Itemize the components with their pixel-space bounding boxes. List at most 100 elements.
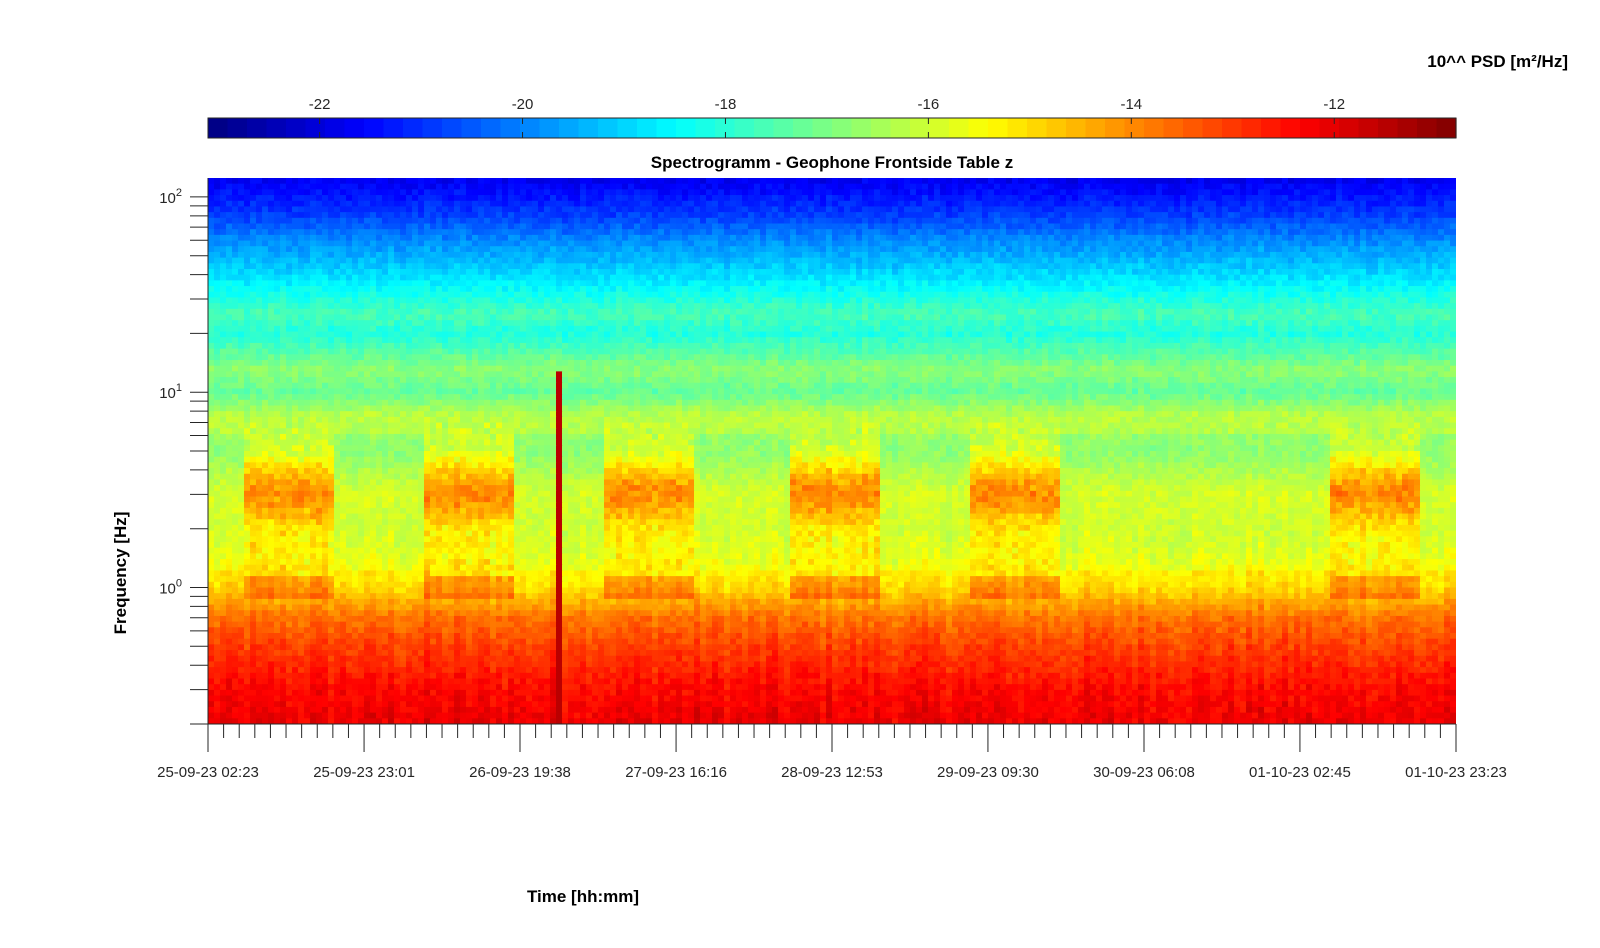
heatmap-cell bbox=[922, 297, 929, 303]
heatmap-cell bbox=[382, 292, 389, 298]
heatmap-cell bbox=[1168, 297, 1175, 303]
heatmap-cell bbox=[652, 195, 659, 201]
heatmap-cell bbox=[976, 263, 983, 269]
heatmap-cell bbox=[1084, 258, 1091, 264]
heatmap-cell bbox=[664, 297, 671, 303]
heatmap-cell bbox=[1072, 195, 1079, 201]
heatmap-cell bbox=[946, 189, 953, 195]
heatmap-cell bbox=[760, 218, 767, 224]
heatmap-cell bbox=[1246, 184, 1253, 190]
heatmap-cell bbox=[1012, 201, 1019, 207]
heatmap-cell bbox=[922, 229, 929, 235]
heatmap-cell bbox=[328, 292, 335, 298]
heatmap-cell bbox=[808, 275, 815, 281]
heatmap-cell bbox=[1228, 195, 1235, 201]
heatmap-cell bbox=[796, 297, 803, 303]
heatmap-cell bbox=[514, 241, 521, 247]
heatmap-cell bbox=[700, 309, 707, 315]
heatmap-cell bbox=[1228, 212, 1235, 218]
heatmap-cell bbox=[1282, 252, 1289, 258]
heatmap-cell bbox=[772, 201, 779, 207]
heatmap-cell bbox=[478, 297, 485, 303]
heatmap-cell bbox=[772, 292, 779, 298]
colorbar-cell bbox=[832, 118, 852, 138]
heatmap-cell bbox=[850, 309, 857, 315]
heatmap-cell bbox=[1048, 297, 1055, 303]
heatmap-cell bbox=[754, 224, 761, 230]
heatmap-cell bbox=[910, 286, 917, 292]
heatmap-cell bbox=[1144, 258, 1151, 264]
heatmap-cell bbox=[1294, 263, 1301, 269]
heatmap-cell bbox=[1264, 241, 1271, 247]
heatmap-cell bbox=[832, 286, 839, 292]
heatmap-cell bbox=[1336, 184, 1343, 190]
heatmap-cell bbox=[706, 292, 713, 298]
heatmap-cell bbox=[982, 263, 989, 269]
heatmap-cell bbox=[1036, 206, 1043, 212]
heatmap-cell bbox=[1168, 241, 1175, 247]
heatmap-cell bbox=[1300, 252, 1307, 258]
heatmap-cell bbox=[1264, 286, 1271, 292]
heatmap-cell bbox=[1300, 178, 1307, 184]
heatmap-cell bbox=[676, 292, 683, 298]
heatmap-cell bbox=[922, 178, 929, 184]
heatmap-cell bbox=[262, 206, 269, 212]
heatmap-cell bbox=[1174, 184, 1181, 190]
heatmap-cell bbox=[1210, 252, 1217, 258]
heatmap-cell bbox=[910, 224, 917, 230]
heatmap-cell bbox=[1312, 218, 1319, 224]
heatmap-cell bbox=[550, 212, 557, 218]
heatmap-cell bbox=[634, 178, 641, 184]
heatmap-cell bbox=[1102, 235, 1109, 241]
heatmap-cell bbox=[460, 303, 467, 309]
heatmap-cell bbox=[1354, 252, 1361, 258]
heatmap-cell bbox=[886, 178, 893, 184]
heatmap-cell bbox=[436, 286, 443, 292]
heatmap-cell bbox=[208, 252, 215, 258]
heatmap-cell bbox=[814, 275, 821, 281]
heatmap-cell bbox=[1348, 280, 1355, 286]
heatmap-cell bbox=[958, 189, 965, 195]
heatmap-cell bbox=[328, 286, 335, 292]
heatmap-cell bbox=[1324, 229, 1331, 235]
heatmap-cell bbox=[1084, 224, 1091, 230]
heatmap-cell bbox=[400, 184, 407, 190]
heatmap-cell bbox=[1306, 258, 1313, 264]
heatmap-cell bbox=[874, 292, 881, 298]
heatmap-cell bbox=[1234, 212, 1241, 218]
heatmap-cell bbox=[868, 280, 875, 286]
heatmap-cell bbox=[814, 292, 821, 298]
heatmap-cell bbox=[742, 189, 749, 195]
heatmap-cell bbox=[718, 178, 725, 184]
heatmap-cell bbox=[412, 246, 419, 252]
heatmap-cell bbox=[1210, 286, 1217, 292]
heatmap-cell bbox=[1192, 229, 1199, 235]
heatmap-cell bbox=[1240, 258, 1247, 264]
heatmap-cell bbox=[496, 280, 503, 286]
heatmap-cell bbox=[1300, 189, 1307, 195]
heatmap-cell bbox=[646, 280, 653, 286]
heatmap-cell bbox=[922, 269, 929, 275]
heatmap-cell bbox=[244, 224, 251, 230]
heatmap-cell bbox=[346, 195, 353, 201]
heatmap-cell bbox=[1450, 178, 1457, 184]
heatmap-cell bbox=[544, 263, 551, 269]
heatmap-cell bbox=[208, 189, 215, 195]
colorbar-cell bbox=[657, 118, 677, 138]
heatmap-cell bbox=[934, 235, 941, 241]
heatmap-cell bbox=[1360, 241, 1367, 247]
heatmap-cell bbox=[1390, 286, 1397, 292]
heatmap-cell bbox=[496, 275, 503, 281]
heatmap-cell bbox=[652, 184, 659, 190]
heatmap-cell bbox=[280, 292, 287, 298]
heatmap-cell bbox=[514, 292, 521, 298]
heatmap-cell bbox=[1384, 206, 1391, 212]
colorbar-cell bbox=[1222, 118, 1242, 138]
heatmap-cell bbox=[1078, 195, 1085, 201]
heatmap-cell bbox=[700, 269, 707, 275]
heatmap-cell bbox=[994, 252, 1001, 258]
heatmap-cell bbox=[892, 292, 899, 298]
heatmap-cell bbox=[286, 195, 293, 201]
heatmap-cell bbox=[430, 280, 437, 286]
heatmap-cell bbox=[1372, 189, 1379, 195]
